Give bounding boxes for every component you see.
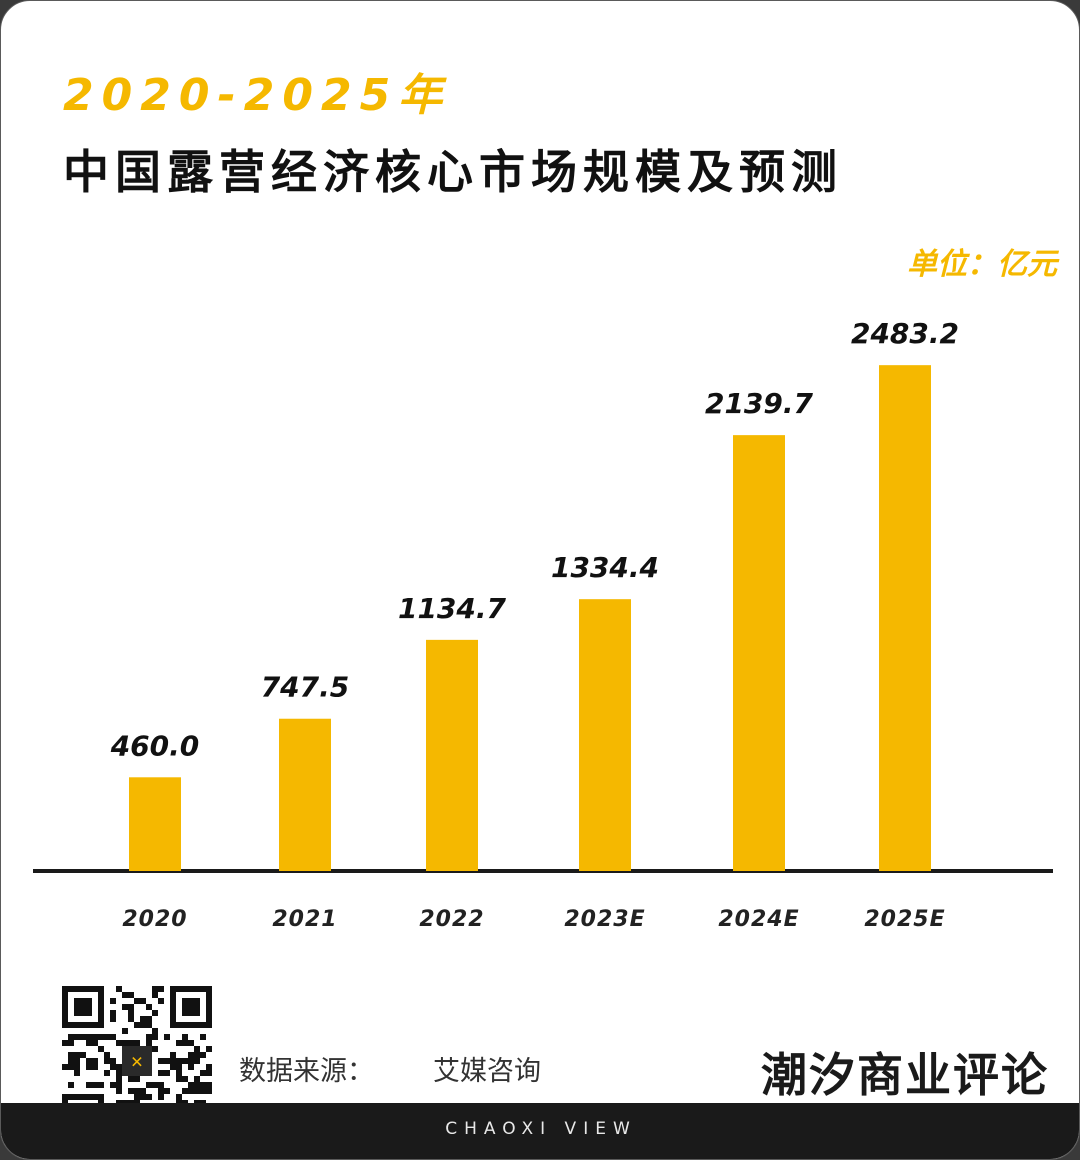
- bar-chart: 460.0 2020 747.5 2021 1134.7 2022 1334.4 2023E 2…: [33, 317, 1053, 932]
- bar-value-label: 2139.7: [705, 387, 814, 420]
- x-tick-label: 2022: [419, 907, 484, 932]
- bar-value-label: 2483.2: [851, 317, 959, 350]
- bar-value-label: 460.0: [110, 729, 200, 762]
- bar-2022: [426, 639, 478, 871]
- bar-value-label: 1334.4: [551, 551, 659, 584]
- bar-2021: [279, 718, 331, 871]
- source-label: 数据来源：: [239, 1056, 374, 1087]
- svg-text:✕: ✕: [130, 1053, 143, 1072]
- brand-logo-text: 潮汐商业评论: [761, 1048, 1049, 1102]
- bar-2024E: [733, 435, 785, 871]
- x-tick-label: 2025E: [864, 907, 945, 932]
- x-tick-label: 2021: [272, 907, 337, 932]
- bar-value-label: 747.5: [261, 671, 350, 704]
- bar-value-label: 1134.7: [398, 592, 507, 625]
- brand-name-en: CHAOXI VIEW: [445, 1119, 637, 1139]
- x-tick-label: 2024E: [718, 907, 799, 932]
- source-value: 艾媒咨询: [433, 1056, 541, 1087]
- page-title: 中国露营经济核心市场规模及预测: [63, 145, 843, 199]
- unit-label: 单位：亿元: [907, 247, 1057, 282]
- title-year: 2020-2025年: [63, 70, 451, 121]
- x-tick-label: 2020: [122, 907, 187, 932]
- x-tick-label: 2023E: [564, 907, 645, 932]
- bar-2020: [129, 777, 181, 871]
- bar-2025E: [879, 365, 931, 871]
- footer-bar: [1, 1103, 1079, 1159]
- bar-2023E: [579, 599, 631, 871]
